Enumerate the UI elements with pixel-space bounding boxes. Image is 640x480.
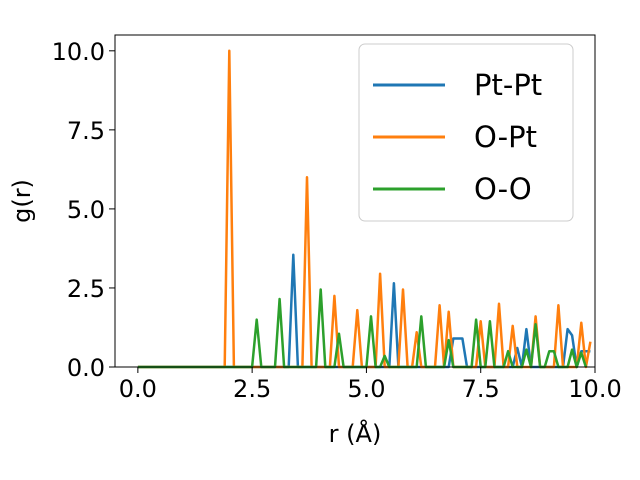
legend-label-o-o: O-O — [474, 172, 532, 206]
legend: Pt-Pt O-Pt O-O — [358, 43, 574, 222]
y-tick-label: 0.0 — [67, 354, 105, 382]
series-line-o-o — [137, 288, 588, 369]
y-tick-label: 10.0 — [52, 38, 105, 66]
x-tick-label: 2.5 — [233, 375, 271, 403]
legend-box — [358, 43, 574, 222]
plot-frame — [114, 34, 596, 368]
y-tick-label: 7.5 — [67, 117, 105, 145]
x-tick-label: 5.0 — [347, 375, 385, 403]
y-tick-label: 2.5 — [67, 275, 105, 303]
x-tick-label: 10.0 — [568, 375, 621, 403]
y-axis-title: g(r) — [8, 179, 36, 223]
legend-label-o-pt: O-Pt — [474, 120, 537, 154]
x-tick-label: 7.5 — [462, 375, 500, 403]
y-tick-label: 5.0 — [67, 196, 105, 224]
series-line-pt-pt — [137, 253, 591, 369]
x-tick-label: 0.0 — [119, 375, 157, 403]
x-axis-title: r (Å) — [329, 419, 382, 448]
legend-label-pt-pt: Pt-Pt — [474, 68, 542, 102]
tick-layer: 0.0 2.5 5.0 7.5 10.0 0.0 2.5 5.0 7.5 10.0 — [52, 38, 622, 403]
